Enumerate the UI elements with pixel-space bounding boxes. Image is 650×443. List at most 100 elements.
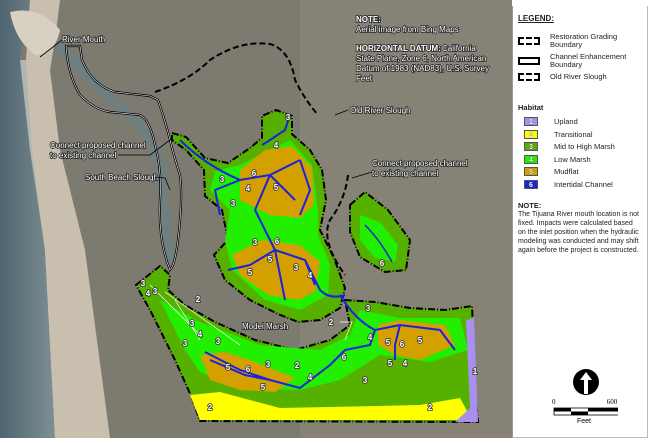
habitat-mid-high-marsh: 3 Mid to High Marsh <box>518 142 642 151</box>
svg-text:2: 2 <box>329 318 334 327</box>
scale-min: 0 <box>552 398 556 406</box>
svg-text:6: 6 <box>342 353 347 362</box>
svg-text:3: 3 <box>153 287 158 296</box>
label-old-river-slough: Old River Slough <box>350 106 410 115</box>
datum-line-2: State Plane, Zone 6, North American <box>356 54 486 63</box>
habitat-low-marsh: 4 Low Marsh <box>518 154 642 164</box>
north-habitat-area <box>171 108 347 324</box>
north-arrow-icon <box>573 369 599 395</box>
scale-bar-and-north-arrow: 0 600 Feet <box>552 369 618 425</box>
svg-text:4: 4 <box>246 184 251 193</box>
datum-line-3: Datum of 1983 (NAD83), U.S. Survey <box>356 64 489 73</box>
legend-line-restoration: Restoration Grading Boundary <box>518 33 642 49</box>
svg-text:5: 5 <box>418 336 423 345</box>
habitat-label: Transitional <box>554 129 593 139</box>
south-habitat-area <box>134 264 480 424</box>
svg-text:5: 5 <box>274 183 279 192</box>
svg-text:3: 3 <box>294 263 299 272</box>
habitat-upland: 1 Upland <box>518 117 642 126</box>
solid-line-symbol <box>518 57 540 65</box>
svg-text:5: 5 <box>386 338 391 347</box>
habitat-swatch: 6 <box>524 179 538 189</box>
legend-note-title: NOTE: <box>518 200 542 210</box>
habitat-label: Mudflat <box>554 167 579 176</box>
habitat-swatch: 2 <box>524 129 538 139</box>
habitat-swatch: 1 <box>524 117 538 126</box>
habitat-intertidal-channel: 6 Intertidal Channel <box>518 179 642 189</box>
svg-text:3: 3 <box>363 376 368 385</box>
datum-title: HORIZONTAL DATUM: <box>356 44 441 53</box>
datum-line-4: Feet <box>356 74 373 83</box>
scale-max: 600 <box>607 398 618 406</box>
svg-text:5: 5 <box>248 268 253 277</box>
habitat-map: 34 65 43 33 65 53 46 34 32 34 33 32 45 6… <box>0 0 512 438</box>
habitat-label: Mid to High Marsh <box>554 142 615 151</box>
habitat-label: Low Marsh <box>554 154 591 164</box>
channel-enhancement-boundary-inner <box>65 45 182 271</box>
habitat-label: Upland <box>554 117 578 126</box>
svg-text:4: 4 <box>368 333 373 342</box>
svg-text:3: 3 <box>253 238 258 247</box>
habitat-code-labels: 34 65 43 33 65 53 46 34 32 34 33 32 45 6… <box>140 112 479 413</box>
label-connect-east-1: Connect proposed channel <box>372 159 468 168</box>
svg-text:6: 6 <box>400 340 405 349</box>
label-river-mouth: River Mouth <box>62 35 105 44</box>
svg-text:5: 5 <box>388 359 393 368</box>
svg-text:3: 3 <box>141 279 146 288</box>
svg-text:6: 6 <box>252 169 257 178</box>
svg-text:4: 4 <box>403 359 408 368</box>
legend-line-label: Restoration Grading Boundary <box>550 32 618 49</box>
sandbar <box>10 10 60 55</box>
label-south-beach-slough: South Beach Slough <box>85 173 158 182</box>
habitat-title: Habitat <box>518 103 544 112</box>
habitat-swatch: 3 <box>524 142 538 151</box>
label-connect-west-1: Connect proposed channel <box>50 141 146 150</box>
dash-dot-line-symbol <box>518 37 540 45</box>
svg-text:6: 6 <box>275 237 280 246</box>
svg-text:2: 2 <box>295 361 300 370</box>
legend-panel: LEGEND: Restoration Grading Boundary Cha… <box>512 6 648 438</box>
scale-bar <box>553 407 618 416</box>
label-connect-east-2: to existing channel <box>372 169 438 178</box>
svg-text:4: 4 <box>146 289 151 298</box>
beach <box>26 0 110 438</box>
habitat-label: Intertidal Channel <box>554 179 613 189</box>
label-connect-west-2: to existing channel <box>50 151 116 160</box>
svg-text:4: 4 <box>308 373 313 382</box>
legend-line-channel: Channel Enhancement Boundary <box>518 53 642 69</box>
svg-text:4: 4 <box>198 330 203 339</box>
svg-text:2: 2 <box>196 295 201 304</box>
svg-text:2: 2 <box>208 403 213 412</box>
datum-line-1: California <box>442 44 476 53</box>
svg-text:3: 3 <box>366 304 371 313</box>
svg-text:4: 4 <box>308 271 313 280</box>
label-model-marsh: Model Marsh <box>242 322 288 331</box>
legend-line-old-river: Old River Slough <box>518 73 642 81</box>
svg-text:5: 5 <box>268 255 273 264</box>
dashed-line-symbol <box>518 73 540 81</box>
habitat-swatch: 5 <box>524 167 538 176</box>
legend-title: LEGEND: <box>518 14 554 23</box>
habitat-transitional: 2 Transitional <box>518 129 642 139</box>
svg-text:3: 3 <box>216 337 221 346</box>
svg-text:3: 3 <box>266 360 271 369</box>
habitat-swatch: 4 <box>524 154 538 164</box>
svg-text:3: 3 <box>231 199 236 208</box>
svg-text:5: 5 <box>261 383 266 392</box>
svg-text:3: 3 <box>190 319 195 328</box>
legend-line-label: Channel Enhancement Boundary <box>550 52 627 69</box>
svg-text:6: 6 <box>246 365 251 374</box>
legend-line-label: Old River Slough <box>550 72 607 81</box>
svg-text:2: 2 <box>428 403 433 412</box>
svg-text:3: 3 <box>183 339 188 348</box>
map-note-text: Aerial image from Bing Maps <box>356 25 459 34</box>
east-habitat-area <box>349 190 412 274</box>
svg-text:3: 3 <box>286 113 291 122</box>
svg-text:6: 6 <box>380 259 385 268</box>
legend-note-text: The Tijuana River mouth location is not … <box>518 210 640 254</box>
svg-text:4: 4 <box>274 141 279 150</box>
svg-text:3: 3 <box>220 175 225 184</box>
map-note-title: NOTE: <box>356 15 381 24</box>
ocean <box>0 0 55 438</box>
habitat-mudflat: 5 Mudflat <box>518 167 642 176</box>
